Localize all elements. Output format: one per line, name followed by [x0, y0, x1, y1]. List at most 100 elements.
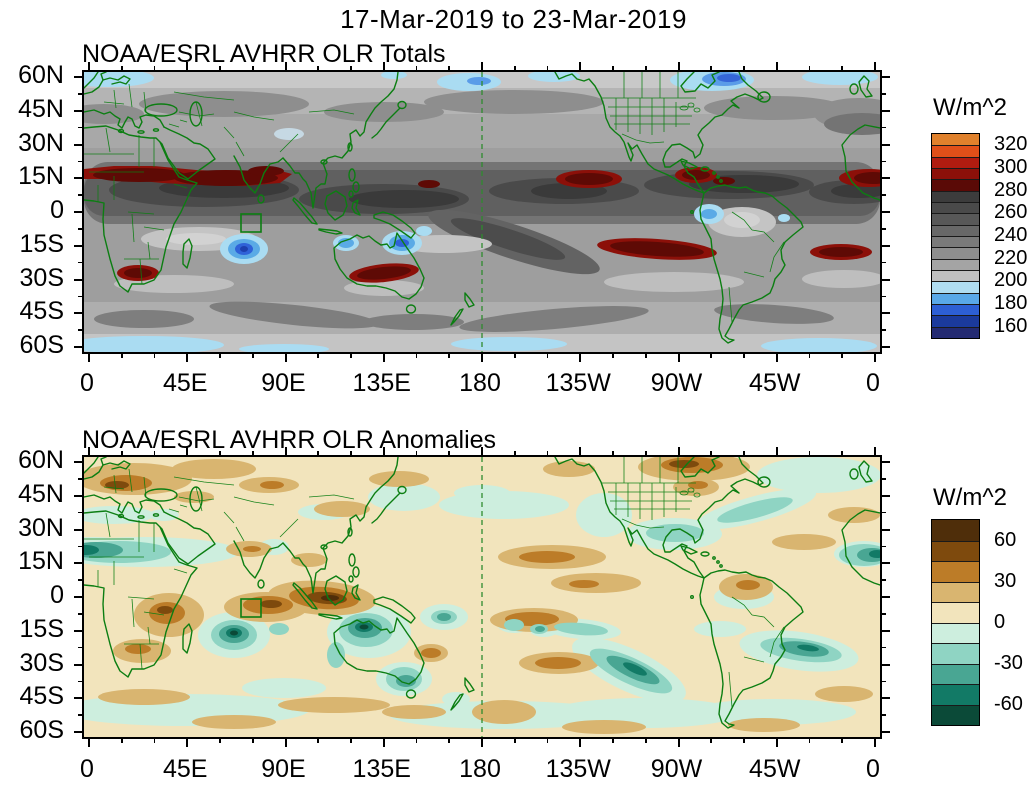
y-tick-label: 15S	[19, 614, 64, 643]
colorbar-segment	[932, 704, 979, 725]
colorbar-segment	[932, 643, 979, 664]
x-minor-tick	[415, 451, 418, 457]
x-major-tick	[481, 352, 483, 362]
y-major-tick	[880, 312, 890, 315]
y-tick-label: 0	[50, 581, 64, 609]
y-major-tick	[74, 562, 84, 565]
x-minor-tick	[644, 451, 647, 457]
y-tick-label: 60N	[18, 446, 64, 474]
y-minor-tick	[880, 126, 886, 129]
y-minor-tick	[880, 194, 886, 196]
y-major-tick	[74, 346, 84, 348]
colorbar-segment	[932, 235, 979, 248]
y-major-tick	[74, 596, 84, 598]
y-major-tick	[74, 697, 84, 700]
anomalies-colorbar-units: W/m^2	[933, 484, 1007, 511]
y-major-tick	[880, 596, 890, 598]
y-tick-label: 45S	[19, 297, 64, 326]
colorbar-tick-label: -30	[994, 651, 1023, 674]
colorbar-tick-label: 160	[994, 314, 1027, 337]
colorbar-segment	[932, 179, 979, 191]
y-minor-tick	[78, 579, 84, 581]
y-minor-tick	[78, 478, 84, 480]
x-major-tick	[186, 447, 189, 457]
x-minor-tick	[317, 737, 320, 743]
totals-colorbar-units: W/m^2	[933, 94, 1007, 121]
x-minor-tick	[612, 737, 614, 743]
y-major-tick	[880, 697, 890, 700]
x-minor-tick	[612, 66, 614, 72]
x-minor-tick	[841, 737, 844, 743]
y-minor-tick	[78, 228, 84, 230]
y-tick-label: 30N	[18, 128, 64, 157]
x-minor-tick	[120, 451, 123, 457]
x-minor-tick	[743, 352, 745, 358]
x-tick-label: 45E	[163, 369, 208, 397]
x-minor-tick	[153, 66, 156, 72]
x-minor-tick	[120, 66, 123, 72]
x-minor-tick	[251, 66, 254, 72]
y-minor-tick	[880, 228, 886, 230]
y-tick-label: 60N	[18, 61, 64, 89]
x-minor-tick	[415, 737, 418, 743]
x-tick-label: 135W	[545, 755, 611, 783]
x-major-tick	[677, 447, 680, 457]
x-minor-tick	[513, 66, 516, 72]
x-minor-tick	[415, 352, 418, 358]
y-minor-tick	[78, 126, 84, 129]
totals-colorbar	[931, 133, 980, 339]
x-major-tick	[579, 352, 582, 362]
panel-title-anomalies: NOAA/ESRL AVHRR OLR Anomalies	[82, 426, 497, 454]
colorbar-segment	[932, 663, 979, 684]
x-minor-tick	[350, 737, 352, 743]
x-major-tick	[186, 62, 189, 72]
y-minor-tick	[78, 295, 84, 298]
x-minor-tick	[251, 451, 254, 457]
x-minor-tick	[841, 66, 844, 72]
x-major-tick	[677, 352, 680, 362]
colorbar-tick-label: 260	[994, 201, 1027, 224]
y-minor-tick	[78, 646, 84, 649]
anomalies-x-axis-labels: 0 45E 90E 135E 180 135W 90W 45W 0	[80, 755, 880, 785]
y-minor-tick	[880, 295, 886, 298]
colorbar-segment	[932, 326, 979, 338]
x-major-tick	[382, 737, 385, 747]
x-minor-tick	[808, 451, 811, 457]
colorbar-tick-label: -60	[994, 692, 1023, 715]
x-major-tick	[186, 352, 189, 362]
x-minor-tick	[743, 737, 745, 743]
colorbar-segment	[932, 520, 979, 541]
x-major-tick	[481, 737, 483, 747]
x-tick-label: 90W	[650, 755, 703, 783]
colorbar-tick-label: 60	[994, 528, 1017, 551]
x-minor-tick	[251, 352, 254, 358]
colorbar-segment	[932, 684, 979, 705]
y-major-tick	[880, 461, 890, 463]
x-major-tick	[775, 737, 778, 747]
colorbar-segment	[932, 269, 979, 282]
y-minor-tick	[880, 613, 886, 615]
colorbar-segment	[932, 224, 979, 236]
y-tick-label: 15N	[18, 547, 64, 576]
x-minor-tick	[120, 352, 123, 358]
y-tick-label: 45N	[18, 479, 64, 508]
x-minor-tick	[808, 352, 811, 358]
colorbar-tick-label: 0	[994, 610, 1006, 633]
x-minor-tick	[546, 451, 549, 457]
colorbar-segment	[932, 581, 979, 602]
y-major-tick	[880, 528, 890, 531]
y-minor-tick	[78, 680, 84, 683]
x-major-tick	[284, 447, 287, 457]
x-minor-tick	[841, 352, 844, 358]
y-minor-tick	[78, 613, 84, 615]
x-minor-tick	[808, 66, 811, 72]
x-tick-label: 0	[866, 369, 880, 397]
y-major-tick	[880, 76, 890, 78]
x-major-tick	[382, 352, 385, 362]
x-minor-tick	[710, 737, 713, 743]
x-minor-tick	[808, 737, 811, 743]
x-major-tick	[775, 62, 778, 72]
y-major-tick	[74, 629, 84, 632]
x-minor-tick	[317, 352, 320, 358]
x-minor-tick	[743, 66, 745, 72]
